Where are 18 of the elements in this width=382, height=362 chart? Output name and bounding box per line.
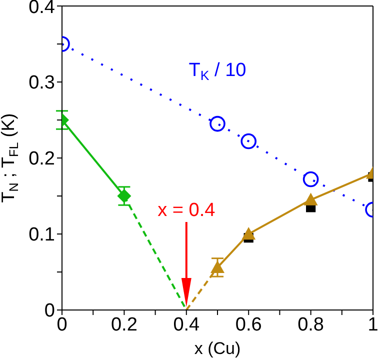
point xyxy=(240,133,256,150)
point xyxy=(210,260,224,274)
x-tick-label: 0.8 xyxy=(298,314,324,336)
series-label: T$_{K}$ / 10 xyxy=(188,60,246,83)
point xyxy=(302,171,319,188)
point xyxy=(242,227,256,240)
annotation: x = 0.4 xyxy=(158,200,216,221)
y-tick-label: 0.2 xyxy=(28,148,55,170)
y-tick-label: 0.1 xyxy=(28,224,55,246)
y-tick-label: 0.3 xyxy=(28,72,55,94)
y-tick-label: 0 xyxy=(44,300,55,322)
x-tick-label: 1 xyxy=(368,314,378,336)
x-tick-label: 0.2 xyxy=(110,314,138,336)
point xyxy=(210,116,226,132)
x-tick-label: 0.4 xyxy=(173,314,200,336)
x-axis-title: x (Cu) xyxy=(194,339,241,358)
point xyxy=(304,192,318,206)
x-tick-label: 0.6 xyxy=(235,314,262,336)
